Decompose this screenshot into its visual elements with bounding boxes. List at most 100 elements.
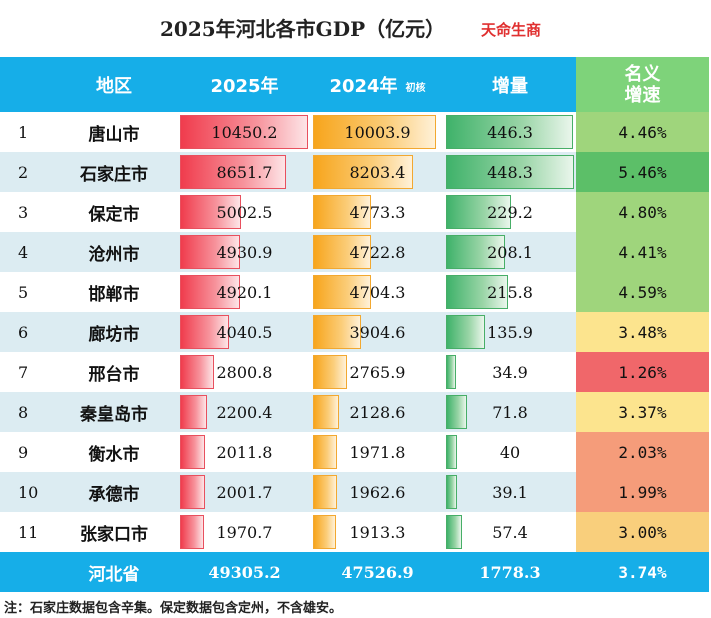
gdp2024-bar (313, 475, 338, 509)
growth-cell: 1.99% (576, 472, 709, 512)
gdp2024-value: 2765.9 (349, 362, 406, 382)
gdp2024-bar (313, 115, 436, 149)
growth-cell: 4.41% (576, 232, 709, 272)
table-row: 11 张家口市 1970.7 1913.3 57.4 3.00% (0, 512, 709, 553)
header-2024-note: 初核 (405, 83, 426, 94)
table-row: 9 衡水市 2011.8 1971.8 40 2.03% (0, 432, 709, 473)
growth-cell: 4.46% (576, 112, 709, 152)
gdp2025-bar (180, 235, 241, 269)
table-row: 8 秦皇岛市 2200.4 2128.6 71.8 3.37% (0, 392, 709, 433)
increase-bar (446, 435, 458, 469)
region-cell: 沧州市 (88, 244, 140, 265)
table-row: 6 廊坊市 4040.5 3904.6 135.9 3.48% (0, 312, 709, 353)
region-cell: 保定市 (88, 204, 140, 225)
growth-cell: 4.59% (576, 272, 709, 312)
increase-value: 208.1 (487, 242, 533, 262)
rank-cell: 9 (18, 442, 29, 462)
gdp2024-bar (313, 395, 340, 429)
gdp2024-bar (313, 235, 371, 269)
gdp2024-bar (313, 155, 414, 189)
increase-value: 57.4 (492, 522, 528, 542)
gdp2024-value: 4704.3 (349, 282, 406, 302)
increase-bar (446, 155, 574, 189)
region-cell: 石家庄市 (80, 164, 148, 185)
chart-title: 2025年河北各市GDP（亿元） 天命生商 (0, 0, 711, 56)
table-row: 7 邢台市 2800.8 2765.9 34.9 1.26% (0, 352, 709, 393)
gdp2024-value: 4722.8 (349, 242, 406, 262)
header-growth-line2: 增速 (624, 84, 661, 106)
gdp2025-value: 2200.4 (216, 402, 273, 422)
rank-cell: 10 (18, 482, 39, 502)
footnote: 注：石家庄数据包含辛集。保定数据包含定州，不含雄安。 (4, 601, 343, 616)
gdp2025-bar (180, 315, 230, 349)
increase-value: 39.1 (492, 482, 528, 502)
gdp2025-bar (180, 515, 205, 549)
header-growth-line1: 名义 (624, 63, 661, 85)
header-increase: 增量 (492, 75, 528, 97)
rank-cell: 6 (18, 322, 29, 342)
region-cell: 廊坊市 (88, 324, 140, 345)
total-region: 河北省 (88, 564, 140, 585)
increase-bar (446, 355, 456, 389)
increase-value: 71.8 (492, 402, 528, 422)
rank-cell: 1 (18, 122, 29, 142)
gdp2025-value: 2011.8 (216, 442, 273, 462)
region-cell: 张家口市 (80, 524, 148, 545)
gdp2024-value: 2128.6 (349, 402, 406, 422)
increase-value: 229.2 (487, 202, 533, 222)
increase-value: 215.8 (487, 282, 533, 302)
page-title: 2025年河北各市GDP（亿元） (160, 17, 446, 41)
gdp2025-value: 2800.8 (216, 362, 273, 382)
table-row: 1 唐山市 10450.2 10003.9 446.3 4.46% (0, 112, 709, 153)
region-cell: 秦皇岛市 (80, 404, 148, 425)
gdp2025-bar (180, 475, 205, 509)
region-cell: 唐山市 (88, 124, 140, 145)
gdp2024-value: 10003.9 (344, 122, 411, 142)
total-growth: 3.74% (618, 562, 667, 582)
rank-cell: 4 (18, 242, 29, 262)
increase-bar (446, 395, 467, 429)
region-cell: 承德市 (88, 484, 140, 505)
growth-cell: 1.26% (576, 352, 709, 392)
growth-cell: 4.80% (576, 192, 709, 232)
gdp2025-value: 1970.7 (216, 522, 273, 542)
gdp2024-bar (313, 195, 372, 229)
table-header: 地区 2025年 2024年 初核 增量 名义 增速 (0, 57, 709, 112)
increase-value: 446.3 (487, 122, 533, 142)
increase-bar (446, 115, 574, 149)
increase-bar (446, 475, 458, 509)
rank-cell: 8 (18, 402, 29, 422)
gdp2025-bar (180, 275, 241, 309)
table-row: 5 邯郸市 4920.1 4704.3 215.8 4.59% (0, 272, 709, 313)
table-row: 4 沧州市 4930.9 4722.8 208.1 4.41% (0, 232, 709, 273)
growth-cell: 3.37% (576, 392, 709, 432)
increase-bar (446, 275, 508, 309)
growth-cell: 5.46% (576, 152, 709, 192)
header-2025: 2025年 (210, 75, 279, 97)
gdp2025-value: 10450.2 (211, 122, 278, 142)
increase-bar (446, 235, 506, 269)
rank-cell: 11 (18, 522, 39, 542)
growth-cell: 3.48% (576, 312, 709, 352)
region-cell: 邢台市 (88, 364, 140, 385)
gdp2025-bar (180, 435, 205, 469)
gdp2024-value: 1971.8 (349, 442, 406, 462)
header-region: 地区 (96, 75, 132, 97)
gdp2025-value: 4040.5 (216, 322, 273, 342)
increase-bar (446, 515, 463, 549)
region-cell: 邯郸市 (88, 284, 140, 305)
gdp2025-value: 2001.7 (216, 482, 273, 502)
gdp2024-bar (313, 435, 338, 469)
gdp2025-bar (180, 155, 286, 189)
rank-cell: 2 (18, 162, 29, 182)
total-gdp2024: 47526.9 (341, 562, 414, 582)
brand-tag: 天命生商 (481, 21, 542, 39)
region-cell: 衡水市 (88, 444, 140, 465)
gdp2024-value: 3904.6 (349, 322, 406, 342)
gdp2025-value: 5002.5 (216, 202, 273, 222)
gdp2024-value: 1913.3 (349, 522, 406, 542)
increase-value: 135.9 (487, 322, 533, 342)
increase-bar (446, 315, 485, 349)
gdp2025-bar (180, 115, 308, 149)
increase-value: 40 (499, 442, 521, 462)
